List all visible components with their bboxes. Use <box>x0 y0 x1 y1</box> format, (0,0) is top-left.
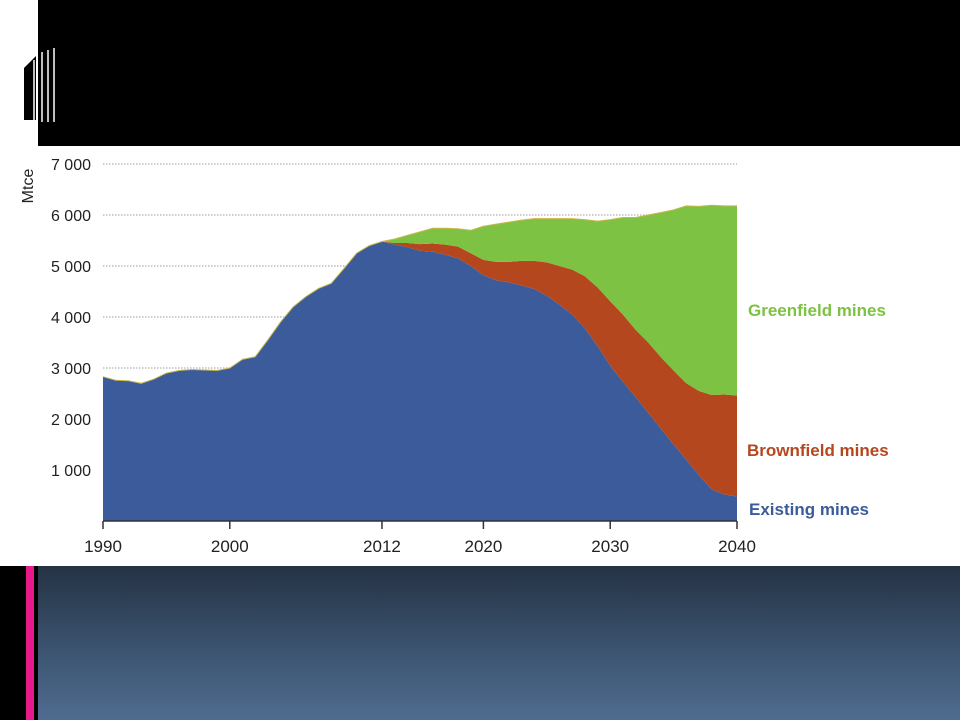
area-brownfield-mines <box>103 241 737 497</box>
y-axis-label: Mtce <box>20 169 37 204</box>
y-tick-label: 1 000 <box>51 463 91 480</box>
series-label-greenfield-mines: Greenfield mines <box>748 301 886 320</box>
y-tick-label: 7 000 <box>51 157 91 174</box>
y-tick-label: 4 000 <box>51 310 91 327</box>
total-outline <box>102 204 737 384</box>
area-greenfield-mines <box>103 205 737 396</box>
x-tick-label: 1990 <box>84 537 122 556</box>
x-tick-label: 2012 <box>363 537 401 556</box>
y-tick-label: 5 000 <box>51 259 91 276</box>
area-series <box>102 204 737 521</box>
slide-decoration-icon <box>24 46 62 122</box>
y-tick-label: 6 000 <box>51 208 91 225</box>
axes: 1990 2000 2012 2020 2030 2040 <box>84 520 756 556</box>
series-label-brownfield-mines: Brownfield mines <box>747 441 889 460</box>
y-tick-label: 3 000 <box>51 361 91 378</box>
legend: Existing mines Brownfield mines Greenfield… <box>747 301 889 519</box>
coal-production-chart: 1 000 2 000 3 000 4 000 5 000 6 000 7 000 1990… <box>20 157 889 556</box>
area-existing-mines <box>103 241 737 521</box>
series-label-existing-mines: Existing mines <box>749 500 869 519</box>
chart-panel: 1 000 2 000 3 000 4 000 5 000 6 000 7 000 1990… <box>0 146 960 566</box>
y-tick-label: 2 000 <box>51 412 91 429</box>
footer-band <box>38 566 960 720</box>
x-tick-label: 2030 <box>591 537 629 556</box>
x-tick-label: 2020 <box>464 537 502 556</box>
accent-bar <box>26 566 34 720</box>
x-tick-label: 2000 <box>211 537 249 556</box>
x-tick-label: 2040 <box>718 537 756 556</box>
